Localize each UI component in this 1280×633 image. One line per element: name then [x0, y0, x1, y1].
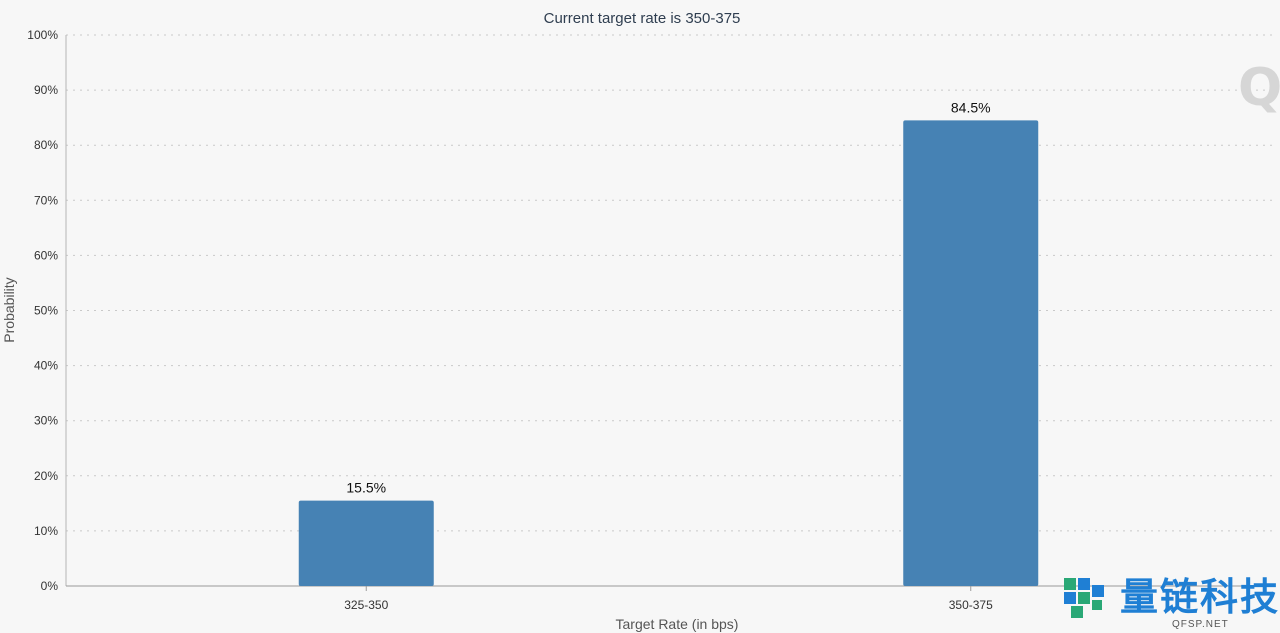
y-tick-label: 30% [34, 414, 58, 428]
y-tick-label: 70% [34, 193, 58, 207]
bar-value-label: 84.5% [951, 99, 991, 115]
bars: 15.5% 84.5% [298, 99, 1039, 586]
y-tick-label: 80% [34, 138, 58, 152]
y-tick-label: 0% [41, 579, 59, 593]
bar[interactable] [298, 500, 434, 586]
y-axis: 0% 10% 20% 30% 40% 50% 60% 70% 80% 90% 100% [27, 28, 58, 593]
y-tick-label: 50% [34, 304, 58, 318]
y-tick-label: 100% [27, 28, 58, 42]
y-tick-label: 90% [34, 83, 58, 97]
x-tick-label: 350-375 [949, 598, 993, 612]
brand-name-en: QFSP.NET [1172, 619, 1229, 630]
bar[interactable] [903, 120, 1039, 586]
brand-watermark: 量链科技 QFSP.NET [1064, 575, 1280, 630]
y-axis-label: Probability [1, 277, 17, 342]
logo-watermark: Q [1238, 58, 1280, 118]
y-tick-label: 10% [34, 524, 58, 538]
grid [65, 34, 1275, 587]
chart-title: Current target rate is 350-375 [544, 10, 741, 27]
y-tick-label: 40% [34, 359, 58, 373]
brand-name-cn: 量链科技 [1120, 575, 1280, 619]
y-tick-label: 60% [34, 248, 58, 262]
x-axis-label: Target Rate (in bps) [616, 616, 739, 632]
y-tick-label: 20% [34, 469, 58, 483]
bar-value-label: 15.5% [346, 480, 386, 496]
x-axis: 325-350 350-375 [344, 586, 993, 612]
x-tick-label: 325-350 [344, 598, 388, 612]
brand-logo-icon [1064, 578, 1104, 618]
